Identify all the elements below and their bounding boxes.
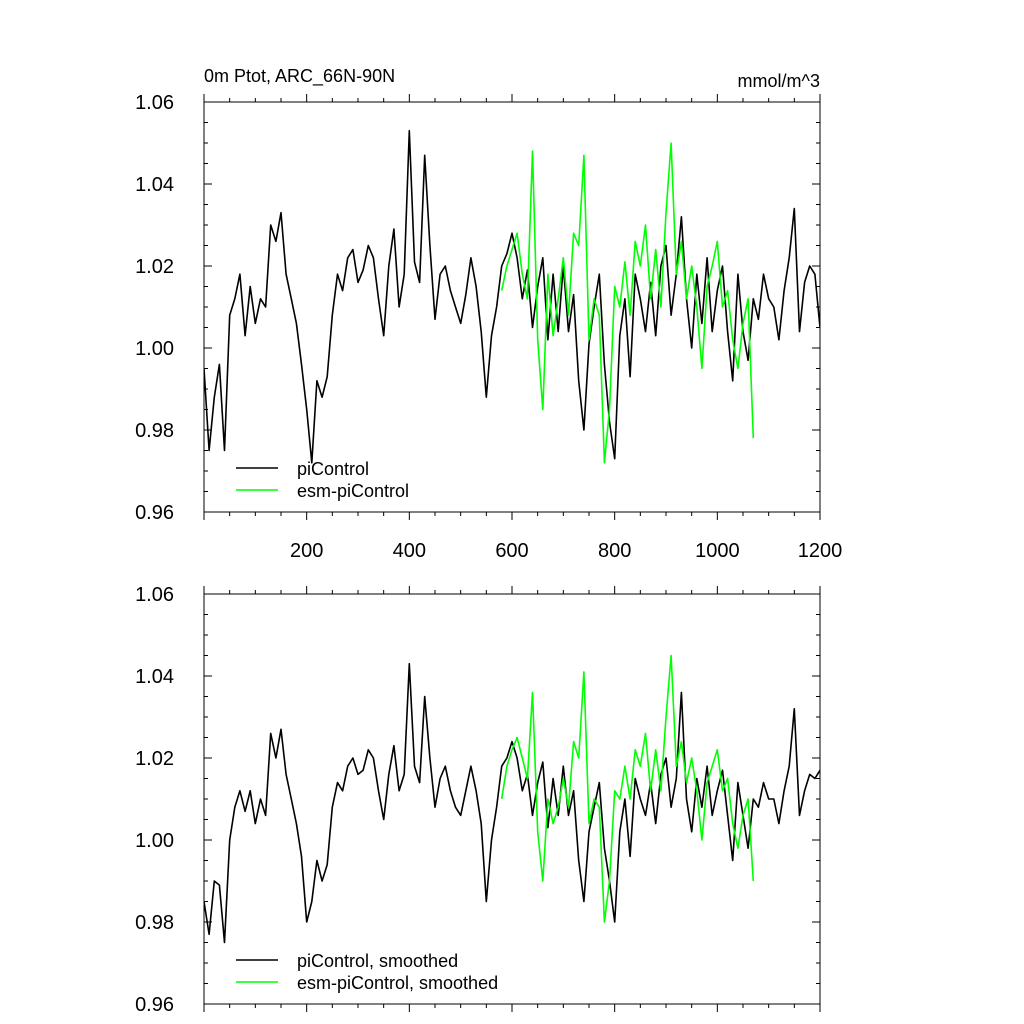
x-tick-label: 400 <box>393 540 426 562</box>
y-tick-label: 1.02 <box>135 748 174 770</box>
chart-title: 0m Ptot, ARC_66N-90N <box>204 66 395 87</box>
y-tick-label: 1.00 <box>135 338 174 360</box>
y-tick-label: 0.96 <box>135 994 174 1016</box>
series-line-picontrol-smoothed <box>204 662 820 944</box>
legend-label: esm-piControl, smoothed <box>297 973 498 993</box>
x-tick-label: 1200 <box>798 540 843 562</box>
series-line-picontrol <box>204 129 820 464</box>
y-tick-label: 1.06 <box>135 584 174 606</box>
units-label: mmol/m^3 <box>738 71 820 91</box>
y-tick-label: 1.00 <box>135 830 174 852</box>
plot-frame <box>203 101 821 513</box>
series-line-esm-picontrol <box>500 142 755 464</box>
legend-label: esm-piControl <box>297 481 409 501</box>
x-tick-label: 600 <box>495 540 528 562</box>
top-panel: 200 400 600 800 1000 1200 0.96 0.98 1.00 1.02 1.04… <box>135 66 842 562</box>
y-tick-label: 0.98 <box>135 912 174 934</box>
x-tick-label: 800 <box>598 540 631 562</box>
y-tick-label: 1.06 <box>135 92 174 114</box>
plot-frame <box>203 593 821 1005</box>
y-tick-label: 1.02 <box>135 256 174 278</box>
x-tick-label: 200 <box>290 540 323 562</box>
bottom-panel: 0.96 0.98 1.00 1.02 1.04 1.06 piControl, smoot… <box>135 584 821 1016</box>
legend-label: piControl <box>297 459 369 479</box>
y-tick-label: 1.04 <box>135 174 174 196</box>
y-tick-label: 0.96 <box>135 502 174 524</box>
x-tick-label: 1000 <box>695 540 740 562</box>
legend-label: piControl, smoothed <box>297 951 458 971</box>
series-line-esm-picontrol-smoothed <box>500 654 755 923</box>
y-tick-label: 0.98 <box>135 420 174 442</box>
y-tick-label: 1.04 <box>135 666 174 688</box>
